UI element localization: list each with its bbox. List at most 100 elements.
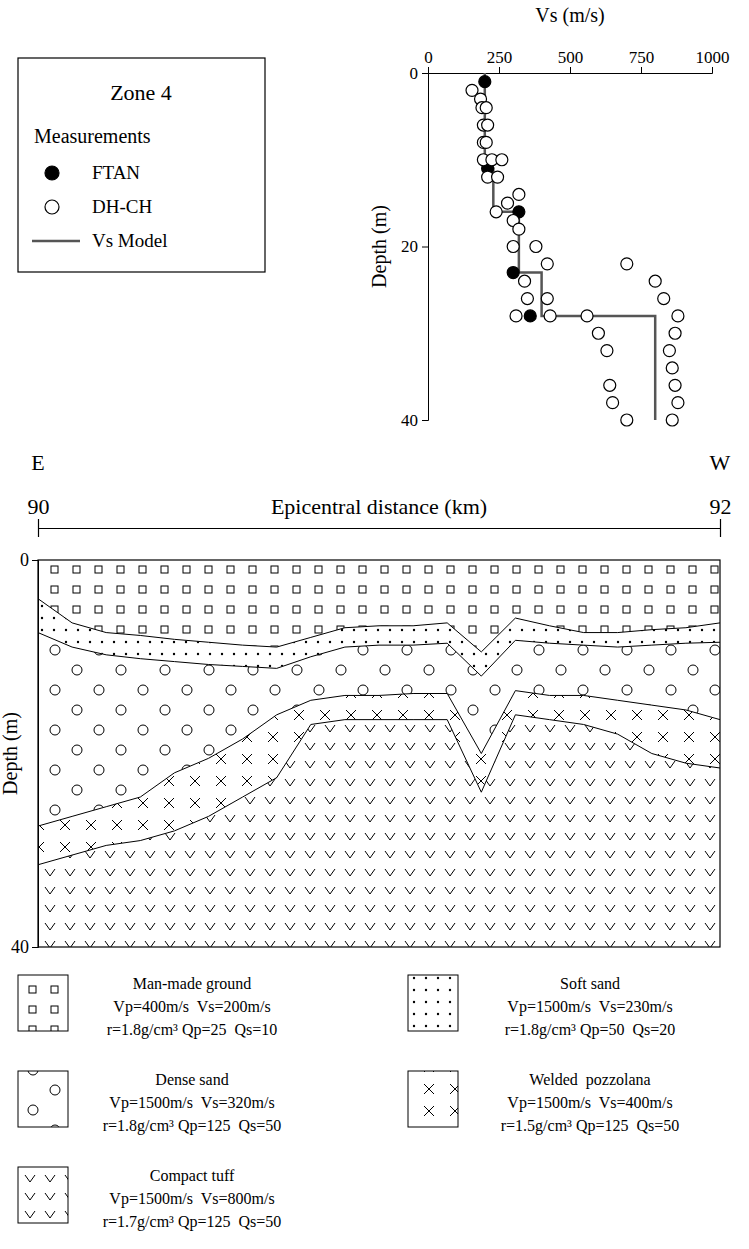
- model-line: [485, 73, 655, 420]
- layer-boundary: [38, 715, 720, 865]
- point: [658, 293, 670, 305]
- legend-label: FTAN: [92, 162, 140, 183]
- point: [544, 310, 556, 322]
- axis-line: [429, 67, 713, 74]
- point: [592, 327, 604, 339]
- point: [541, 293, 553, 305]
- tick: 500: [558, 48, 584, 73]
- legend-properties: r=1.8g/cm³ Qp=125 Qs=50: [103, 1117, 282, 1135]
- legend-properties: Vp=1500m/s Vs=230m/s: [507, 998, 672, 1016]
- axis-line: [422, 74, 429, 421]
- tick-mark: [428, 67, 429, 73]
- tick-label: 20: [401, 237, 418, 256]
- legend-swatch: [32, 240, 80, 243]
- tick-mark: [720, 519, 721, 537]
- legend-swatch: [408, 1071, 458, 1127]
- tick: 750: [629, 48, 655, 73]
- point: [663, 345, 675, 357]
- legend-label: DH-CH: [92, 196, 152, 217]
- layer: [38, 715, 720, 947]
- axis-line: [32, 561, 39, 948]
- tick-label: 250: [487, 48, 513, 67]
- x-axis-title: Epicentral distance (km): [271, 494, 487, 519]
- tick-label: 40: [11, 937, 29, 957]
- tick-label: 0: [424, 48, 433, 67]
- tick-label: 500: [558, 48, 584, 67]
- plot-area: [466, 73, 684, 426]
- layer-boundary: [38, 691, 720, 826]
- legend-label: Vs Model: [92, 230, 167, 251]
- point: [490, 206, 502, 218]
- point: [669, 379, 681, 391]
- point: [666, 414, 678, 426]
- legend-swatch: [45, 200, 59, 214]
- axis: 0 250 500 750 1000: [424, 48, 729, 74]
- legend-label: Dense sand: [155, 1071, 228, 1088]
- legend-swatch: [18, 1071, 68, 1127]
- legend-properties: r=1.5g/cm³ Qp=125 Qs=50: [501, 1117, 680, 1135]
- point: [607, 397, 619, 409]
- point: [480, 136, 492, 148]
- legend-properties: r=1.7g/cm³ Qp=125 Qs=50: [103, 1213, 282, 1231]
- tick-mark: [422, 420, 428, 421]
- legend: Zone 4MeasurementsFTANDH-CHVs Model: [18, 58, 265, 272]
- point: [530, 241, 542, 253]
- point: [479, 76, 491, 88]
- tick-mark: [32, 560, 38, 561]
- point: [649, 275, 661, 287]
- tick: 0: [20, 550, 38, 570]
- legend-swatch: [18, 975, 68, 1031]
- point: [672, 310, 684, 322]
- y-axis-title: Depth (m): [0, 712, 22, 795]
- legend-properties: Vp=1500m/s Vs=400m/s: [507, 1094, 672, 1112]
- point: [492, 171, 504, 183]
- point: [669, 327, 681, 339]
- axis: 0 20 40: [401, 64, 429, 430]
- point: [521, 293, 533, 305]
- tick-label: 92: [710, 494, 732, 519]
- legend-label: Man-made ground: [133, 975, 252, 993]
- legend-properties: r=1.8g/cm³ Qp=50 Qs=20: [505, 1021, 676, 1039]
- figure: 0250500750100002040Vs (m/s)Depth (m)Zone…: [0, 0, 749, 1249]
- point: [524, 310, 536, 322]
- tick-mark: [32, 947, 38, 948]
- tick-mark: [499, 67, 500, 73]
- point: [672, 397, 684, 409]
- point: [604, 379, 616, 391]
- legend-swatch: [408, 975, 458, 1031]
- axis: 9092: [28, 494, 732, 537]
- tick-label: 0: [20, 550, 29, 570]
- point: [621, 414, 633, 426]
- point: [581, 310, 593, 322]
- point: [513, 188, 525, 200]
- legend-properties: Vp=1500m/s Vs=800m/s: [109, 1190, 274, 1208]
- tick-label: 0: [410, 64, 419, 83]
- tick: 92: [710, 494, 732, 537]
- point: [480, 102, 492, 114]
- legend-heading: Measurements: [34, 125, 151, 147]
- point: [507, 241, 519, 253]
- layer-boundary: [38, 633, 720, 677]
- legend-label: Compact tuff: [150, 1167, 235, 1185]
- tick-mark: [641, 67, 642, 73]
- plot-frame: [38, 560, 720, 947]
- y-axis-title: Depth (m): [368, 205, 391, 288]
- legend-properties: Vp=400m/s Vs=200m/s: [113, 998, 270, 1016]
- tick: 40: [401, 411, 428, 430]
- tick-mark: [712, 67, 713, 73]
- legend-swatch: [18, 1167, 68, 1223]
- annotation: W: [710, 450, 731, 475]
- tick: 20: [401, 237, 428, 256]
- layer-boundary: [38, 599, 720, 652]
- tick-label: 40: [401, 411, 418, 430]
- legend-box: [18, 58, 265, 272]
- legend-properties: Vp=1500m/s Vs=320m/s: [109, 1094, 274, 1112]
- point: [621, 258, 633, 270]
- axis-line: [39, 519, 721, 529]
- tick-label: 750: [629, 48, 655, 67]
- legend-item: Compact tuff Vp=1500m/s Vs=800m/s r=1.7g/c…: [18, 1167, 281, 1231]
- tick-label: 1000: [696, 48, 730, 67]
- legend-label: Soft sand: [560, 975, 620, 992]
- legend-properties: r=1.8g/cm³ Qp=25 Qs=10: [107, 1021, 278, 1039]
- tick: 0: [424, 48, 433, 73]
